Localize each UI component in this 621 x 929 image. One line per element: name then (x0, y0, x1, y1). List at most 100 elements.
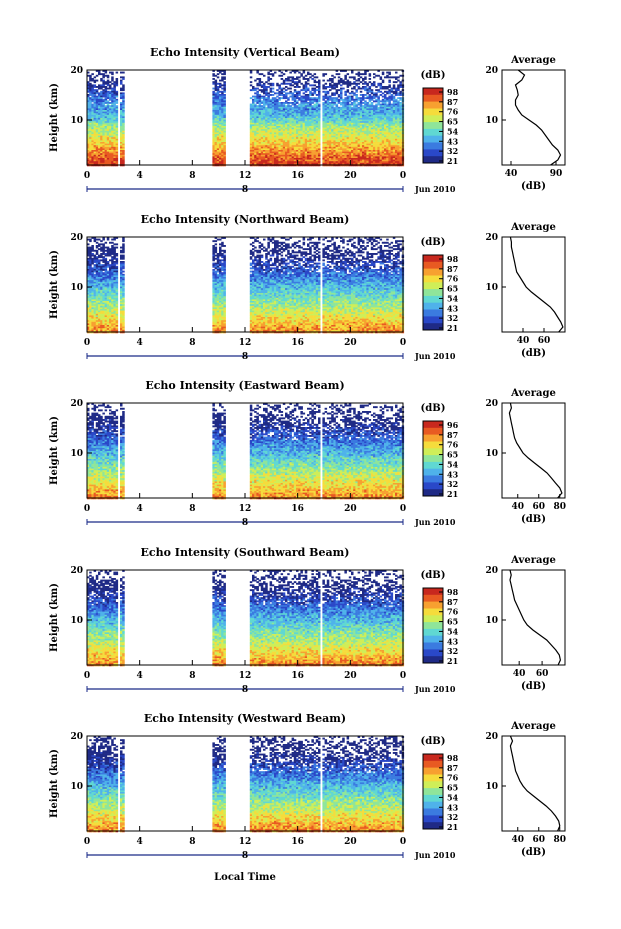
heatmap-cell (274, 127, 277, 130)
heatmap-cell (315, 153, 319, 156)
heatmap-cell (298, 98, 301, 101)
heatmap-cell (212, 153, 215, 156)
heatmap-cell (278, 156, 281, 159)
heatmap-cell (285, 108, 288, 111)
heatmap-cell (280, 97, 284, 100)
heatmap-cell (104, 106, 108, 109)
heatmap-cell (307, 82, 310, 85)
heatmap-cell (296, 126, 299, 128)
heatmap-cell (212, 137, 215, 140)
heatmap-cell (313, 110, 317, 112)
heatmap-cell (113, 159, 116, 162)
heatmap-cell (287, 135, 290, 138)
heatmap-cell (291, 162, 295, 165)
heatmap-cell (348, 95, 352, 98)
heatmap-cell (296, 134, 299, 136)
heatmap-cell (329, 153, 332, 156)
heatmap-cell (313, 151, 317, 154)
heatmap-cell (89, 118, 92, 120)
heatmap-cell (364, 89, 367, 92)
heatmap-cell (265, 124, 268, 127)
heatmap-cell (269, 70, 273, 72)
heatmap-cell (219, 90, 222, 93)
heatmap-cell (296, 114, 299, 117)
heatmap-cell (311, 130, 314, 133)
heatmap-cell (348, 108, 352, 111)
heatmap-cell (89, 89, 92, 92)
heatmap-cell (276, 135, 279, 138)
heatmap-cell (291, 138, 295, 141)
heatmap-cell (221, 108, 224, 111)
heatmap-cell (98, 126, 101, 128)
heatmap-cell (214, 140, 218, 143)
heatmap-cell (351, 87, 354, 90)
heatmap-cell (91, 84, 94, 87)
heatmap-cell (355, 90, 358, 93)
heatmap-cell (214, 130, 218, 133)
heatmap-cell (289, 82, 292, 85)
heatmap-cell (340, 159, 343, 162)
heatmap-cell (249, 129, 253, 132)
heatmap-cell (109, 102, 112, 104)
heatmap-cell (98, 127, 101, 130)
heatmap-cell (87, 138, 90, 141)
heatmap-cell (91, 103, 94, 106)
heatmap-cell (120, 118, 123, 120)
heatmap-cell (106, 143, 110, 146)
heatmap-cell (276, 148, 279, 151)
heatmap-cell (102, 94, 105, 96)
heatmap-cell (342, 113, 345, 116)
heatmap-cell (113, 95, 116, 98)
panel-title: Echo Intensity (Vertical Beam) (150, 46, 340, 59)
heatmap-cell (219, 126, 222, 128)
heatmap-cell (329, 127, 332, 130)
heatmap-cell (98, 118, 101, 120)
heatmap-cell (115, 116, 119, 119)
heatmap-cell (216, 146, 220, 149)
heatmap-cell (109, 146, 112, 149)
heatmap-cell (318, 114, 321, 117)
heatmap-cell (298, 132, 301, 135)
heatmap-cell (269, 142, 273, 144)
heatmap-cell (265, 108, 268, 111)
heatmap-cell (346, 98, 350, 101)
heatmap-cell (337, 130, 341, 133)
heatmap-cell (260, 127, 264, 130)
heatmap-cell (111, 159, 114, 162)
heatmap-cell (212, 143, 215, 146)
colorbar-swatch (423, 128, 443, 137)
heatmap-cell (258, 116, 262, 119)
heatmap-cell (115, 140, 119, 143)
heatmap-cell (95, 161, 99, 164)
heatmap-cell (115, 95, 119, 98)
heatmap-cell (269, 114, 273, 117)
heatmap-cell (304, 130, 308, 133)
colorbar-swatch (423, 149, 443, 157)
heatmap-cell (282, 116, 286, 119)
heatmap-cell (263, 153, 266, 156)
heatmap-cell (249, 71, 253, 74)
heatmap-cell (324, 162, 328, 165)
heatmap-cell (89, 87, 92, 90)
heatmap-cell (111, 71, 114, 74)
heatmap-cell (274, 135, 277, 138)
heatmap-cell (122, 108, 125, 111)
heatmap-cell (333, 142, 336, 144)
heatmap-cell (322, 151, 325, 154)
heatmap-cell (342, 111, 345, 114)
heatmap-cell (269, 90, 273, 93)
heatmap-cell (109, 92, 112, 95)
heatmap-cell (263, 140, 266, 143)
heatmap-cell (93, 142, 97, 144)
heatmap-cell (291, 150, 295, 152)
heatmap-cell (256, 134, 259, 136)
heatmap-cell (291, 94, 295, 96)
heatmap-cell (221, 118, 224, 120)
heatmap-cell (258, 105, 262, 108)
heatmap-cell (258, 151, 262, 154)
heatmap-cell (302, 150, 306, 152)
heatmap-cell (106, 151, 110, 154)
heatmap-cell (348, 84, 352, 87)
heatmap-cell (267, 78, 270, 80)
heatmap-cell (256, 138, 259, 141)
